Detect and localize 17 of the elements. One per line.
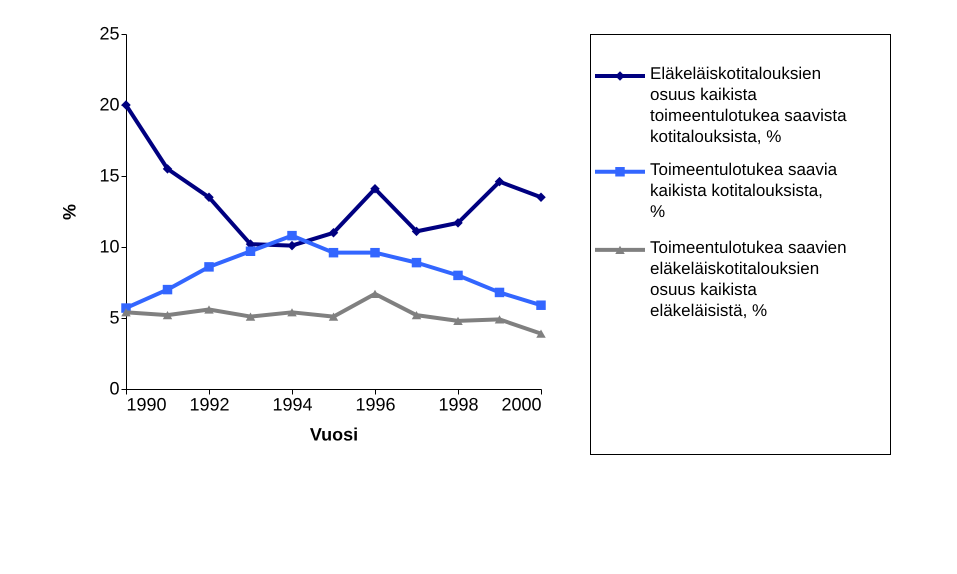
y-tick-label: 5: [109, 308, 120, 328]
x-tick-label: 1992: [189, 394, 230, 414]
y-tick-label: 15: [99, 166, 120, 186]
legend-label: Toimeentulotukea saavien eläkeläiskotitalouksien osuus kaikista eläkeläisistä, %: [650, 238, 847, 320]
x-tick-label: 1996: [355, 394, 396, 414]
x-tick-label: 1990: [126, 394, 167, 414]
x-tick-label: 2000: [501, 394, 542, 414]
y-tick-label: 25: [99, 24, 120, 44]
legend-label: Toimeentulotukea saavia kaikista kotitalouksista, %: [650, 160, 838, 221]
x-axis-title: Vuosi: [310, 424, 358, 444]
y-tick-label: 0: [109, 378, 120, 398]
y-tick-label: 10: [99, 236, 120, 256]
x-tick-label: 1994: [272, 394, 313, 414]
y-tick-label: 20: [99, 94, 120, 114]
legend-label: Eläkeläiskotitalouksien osuus kaikista toimeentulotukea saavista kotitalouksista, %: [650, 64, 848, 146]
y-axis-title: %: [59, 204, 80, 220]
x-tick-label: 1998: [438, 394, 479, 414]
